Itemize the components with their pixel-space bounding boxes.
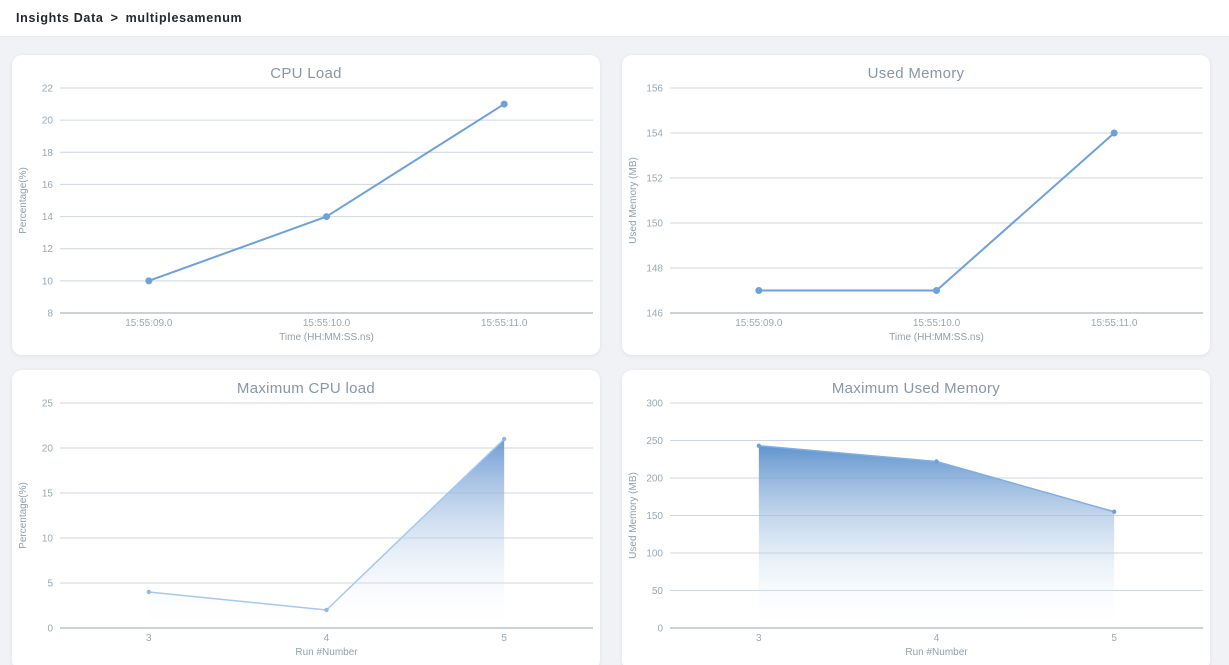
chart-title-max-cpu-load: Maximum CPU load: [236, 380, 376, 397]
y-tick-label: 100: [646, 549, 663, 560]
y-tick-label: 12: [42, 244, 54, 255]
chart-card-max-used-memory: Maximum Used Memory 0 50 100 150 200 250 300 3 4…: [622, 370, 1210, 665]
x-axis-title: Time (HH:MM:SS.ns): [889, 332, 984, 343]
x-tick-label: 3: [756, 633, 762, 644]
x-tick-label: 15:55:11.0: [481, 318, 528, 329]
chart-card-used-memory: Used Memory 146 148 150 152 154 156 15:55:09.0…: [622, 55, 1210, 355]
x-tick-label: 15:55:09.0: [125, 318, 173, 329]
y-axis-title: Percentage(%): [18, 167, 29, 234]
x-axis-title: Run #Number: [905, 647, 968, 658]
y-axis-title: Used Memory (MB): [628, 472, 639, 559]
y-tick-label: 18: [42, 148, 54, 159]
area-fill: [148, 439, 505, 628]
x-tick-label: 4: [324, 633, 330, 644]
chart-card-max-cpu-load: Maximum CPU load 0 5 10 15 20 25 3 4 5 Run #Numbe…: [12, 370, 600, 665]
y-tick-label: 22: [42, 84, 54, 95]
data-point-marker: [323, 213, 330, 221]
y-tick-label: 150: [646, 219, 663, 230]
y-tick-label: 10: [42, 534, 54, 545]
y-axis-title: Used Memory (MB): [628, 157, 639, 244]
breadcrumb-root[interactable]: Insights Data: [16, 11, 104, 25]
area-fill: [758, 445, 1115, 628]
y-tick-label: 150: [646, 511, 663, 522]
chart-card-cpu-load: CPU Load 8 10 12 14 16 18 20 22 15:55:09.0 15:55:…: [12, 55, 600, 355]
x-tick-label: 4: [934, 633, 940, 644]
breadcrumb-current: multiplesamenum: [125, 11, 243, 25]
y-tick-label: 50: [652, 586, 664, 597]
x-tick-label: 15:55:10.0: [913, 318, 961, 329]
chart-title-max-used-memory: Maximum Used Memory: [831, 380, 1001, 397]
x-tick-label: 5: [1111, 633, 1117, 644]
y-axis-title: Percentage(%): [18, 482, 29, 549]
data-point-marker: [501, 436, 507, 442]
y-tick-label: 0: [657, 624, 663, 635]
max-cpu-load-chart: 0 5 10 15 20 25 3 4 5 Run #Number Percentage(%): [18, 399, 593, 658]
y-tick-label: 250: [646, 436, 663, 447]
chart-title-cpu-load: CPU Load: [270, 65, 342, 82]
used-memory-chart: 146 148 150 152 154 156 15:55:09.0 15:55:10.0 15…: [628, 84, 1203, 343]
y-tick-label: 300: [646, 399, 663, 410]
y-tick-label: 15: [42, 489, 54, 500]
x-tick-label: 3: [146, 633, 152, 644]
y-tick-label: 154: [646, 129, 663, 140]
y-tick-label: 8: [47, 309, 53, 320]
data-point-marker: [755, 287, 763, 294]
data-point-marker: [500, 100, 508, 108]
data-point-marker: [1111, 509, 1117, 514]
data-point-marker: [145, 277, 153, 285]
data-point-marker: [934, 459, 939, 464]
y-tick-label: 20: [42, 116, 54, 127]
breadcrumb: Insights Data > multiplesamenum: [16, 11, 242, 25]
data-point-marker: [324, 607, 329, 613]
breadcrumb-separator: >: [110, 11, 119, 25]
y-tick-label: 0: [47, 624, 53, 635]
x-tick-label: 15:55:11.0: [1091, 318, 1138, 329]
y-tick-label: 200: [646, 474, 663, 485]
y-tick-label: 20: [42, 444, 54, 455]
x-tick-label: 15:55:10.0: [303, 318, 351, 329]
series-line: [758, 132, 1115, 292]
y-tick-label: 146: [646, 309, 663, 320]
x-tick-label: 15:55:09.0: [735, 318, 783, 329]
y-tick-label: 25: [42, 399, 54, 410]
y-tick-label: 152: [646, 174, 663, 185]
max-used-memory-chart: 0 50 100 150 200 250 300 3 4 5 Run #Number Used Mem…: [628, 399, 1203, 658]
y-tick-label: 16: [42, 180, 54, 191]
cpu-load-chart: 8 10 12 14 16 18 20 22 15:55:09.0 15:55:10.0 15:55…: [18, 84, 593, 343]
y-tick-label: 10: [42, 276, 54, 287]
chart-title-used-memory: Used Memory: [867, 65, 965, 82]
x-axis-title: Time (HH:MM:SS.ns): [279, 332, 374, 343]
data-point-marker: [933, 287, 940, 294]
data-point-marker: [756, 443, 762, 448]
series-line: [148, 103, 505, 282]
y-tick-label: 14: [42, 212, 54, 223]
x-axis-title: Run #Number: [295, 647, 358, 658]
y-tick-label: 5: [47, 579, 53, 590]
y-tick-label: 156: [646, 84, 663, 95]
top-bar: Insights Data > multiplesamenum: [0, 0, 1229, 37]
y-tick-label: 148: [646, 264, 663, 275]
data-point-marker: [1110, 129, 1118, 137]
data-point-marker: [146, 589, 152, 595]
x-tick-label: 5: [501, 633, 507, 644]
